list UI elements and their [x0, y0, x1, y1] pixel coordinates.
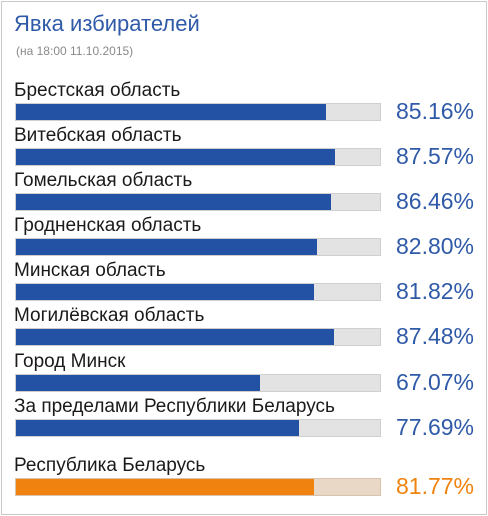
bar-value-label: 85.16% [395, 98, 474, 124]
bar-row: Брестская область 85.16% [2, 80, 488, 125]
bar-category-label: Город Минск [14, 351, 126, 372]
bar-fill [16, 329, 335, 345]
bar-row: Гомельская область 86.46% [2, 170, 488, 215]
bar-category-label: Гомельская область [14, 170, 193, 191]
bar-row: Гродненская область 82.80% [2, 215, 488, 260]
bar-value-label: 67.07% [395, 369, 474, 395]
bar-category-label: Витебская область [14, 125, 182, 146]
bar-track [15, 328, 381, 346]
chart-title: Явка избирателей [14, 11, 200, 36]
bar-track [15, 148, 381, 166]
bar-row: За пределами Республики Беларусь 77.69% [2, 396, 488, 441]
bar-value-label: 81.77% [395, 473, 474, 499]
bar-value-label: 77.69% [395, 414, 474, 440]
bar-track [15, 238, 381, 256]
bar-row: Город Минск 67.07% [2, 351, 488, 396]
bar-fill [16, 284, 314, 300]
bar-category-label: Республика Беларусь [14, 455, 206, 476]
bar-category-label: Могилёвская область [14, 305, 205, 326]
bar-fill [16, 239, 318, 255]
bar-track [15, 103, 381, 121]
bar-fill [16, 420, 299, 436]
bar-track [15, 283, 381, 301]
bar-value-label: 87.48% [395, 323, 474, 349]
bar-row: Республика Беларусь 81.77% [2, 455, 488, 500]
bar-category-label: За пределами Республики Беларусь [14, 396, 335, 417]
bar-row: Витебская область 87.57% [2, 125, 488, 170]
bar-row: Могилёвская область 87.48% [2, 305, 488, 350]
bar-track [15, 419, 381, 437]
bar-value-label: 86.46% [395, 188, 474, 214]
bar-value-label: 87.57% [395, 143, 474, 169]
bar-fill [16, 104, 326, 120]
bar-category-label: Гродненская область [14, 215, 202, 236]
bar-value-label: 81.82% [395, 278, 474, 304]
bar-value-label: 82.80% [395, 233, 474, 259]
bar-category-label: Брестская область [14, 80, 181, 101]
bar-track [15, 193, 381, 211]
bar-fill [16, 375, 261, 391]
chart-subtitle: (на 18:00 11.10.2015) [16, 44, 134, 58]
bar-fill [16, 479, 314, 495]
bar-category-label: Минская область [14, 260, 166, 281]
bar-fill [16, 194, 331, 210]
bar-track [15, 374, 381, 392]
bar-track [15, 478, 381, 496]
bar-row: Минская область 81.82% [2, 260, 488, 305]
bar-fill [16, 149, 335, 165]
